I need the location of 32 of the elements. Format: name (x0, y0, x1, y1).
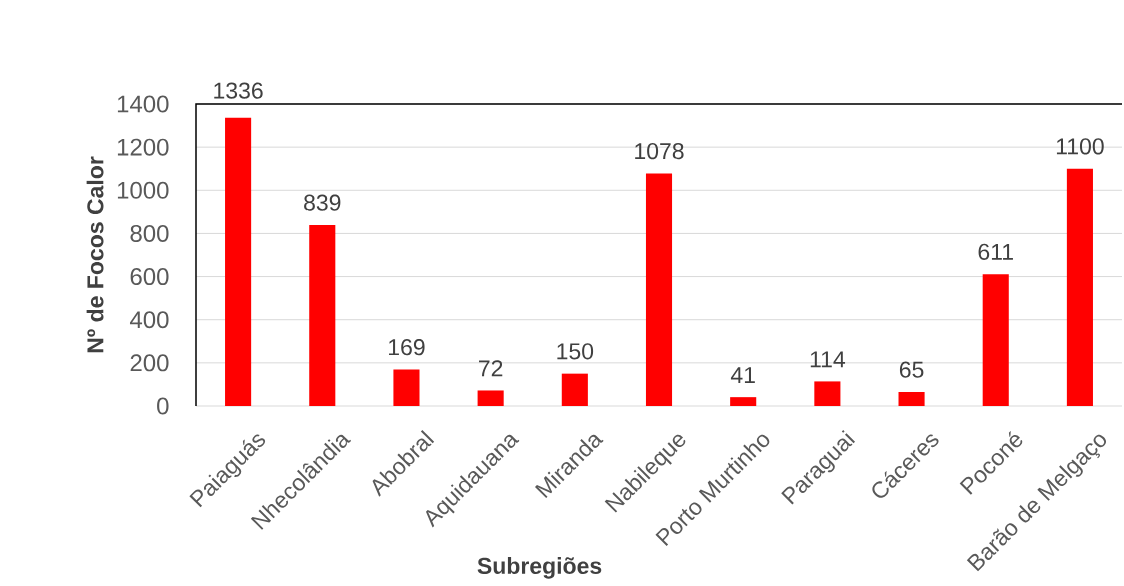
bar (561, 373, 588, 406)
y-tick-label: 800 (130, 224, 169, 242)
bar (225, 117, 252, 406)
y-tick-label: 0 (157, 397, 169, 415)
data-label: 1336 (214, 82, 263, 99)
bar (982, 274, 1009, 406)
y-axis-title: Nº de Focos Calor (86, 156, 104, 353)
bar (309, 225, 336, 406)
data-label: 41 (730, 367, 755, 383)
bar (1066, 168, 1093, 406)
bar (645, 173, 673, 406)
data-label: 114 (810, 351, 846, 368)
data-label: 1078 (635, 142, 684, 160)
data-label: 169 (389, 339, 425, 356)
y-tick-label: 1000 (117, 181, 169, 199)
y-tick-label: 1400 (117, 95, 169, 113)
bar (477, 390, 504, 406)
y-tick-label: 200 (130, 354, 169, 372)
data-label: 1100 (1056, 138, 1104, 155)
y-tick-label: 600 (130, 268, 169, 286)
bar (393, 369, 420, 406)
data-label: 150 (557, 343, 594, 360)
y-tick-label: 400 (129, 311, 169, 329)
data-label: 72 (479, 360, 503, 377)
bar (898, 391, 925, 406)
y-tick-label: 1200 (117, 138, 169, 156)
bar (814, 381, 841, 406)
data-label: 839 (304, 194, 341, 211)
x-axis-title: Subregiões (477, 557, 602, 579)
bar (730, 397, 757, 406)
data-label: 65 (899, 361, 924, 378)
data-label: 611 (978, 243, 1013, 260)
